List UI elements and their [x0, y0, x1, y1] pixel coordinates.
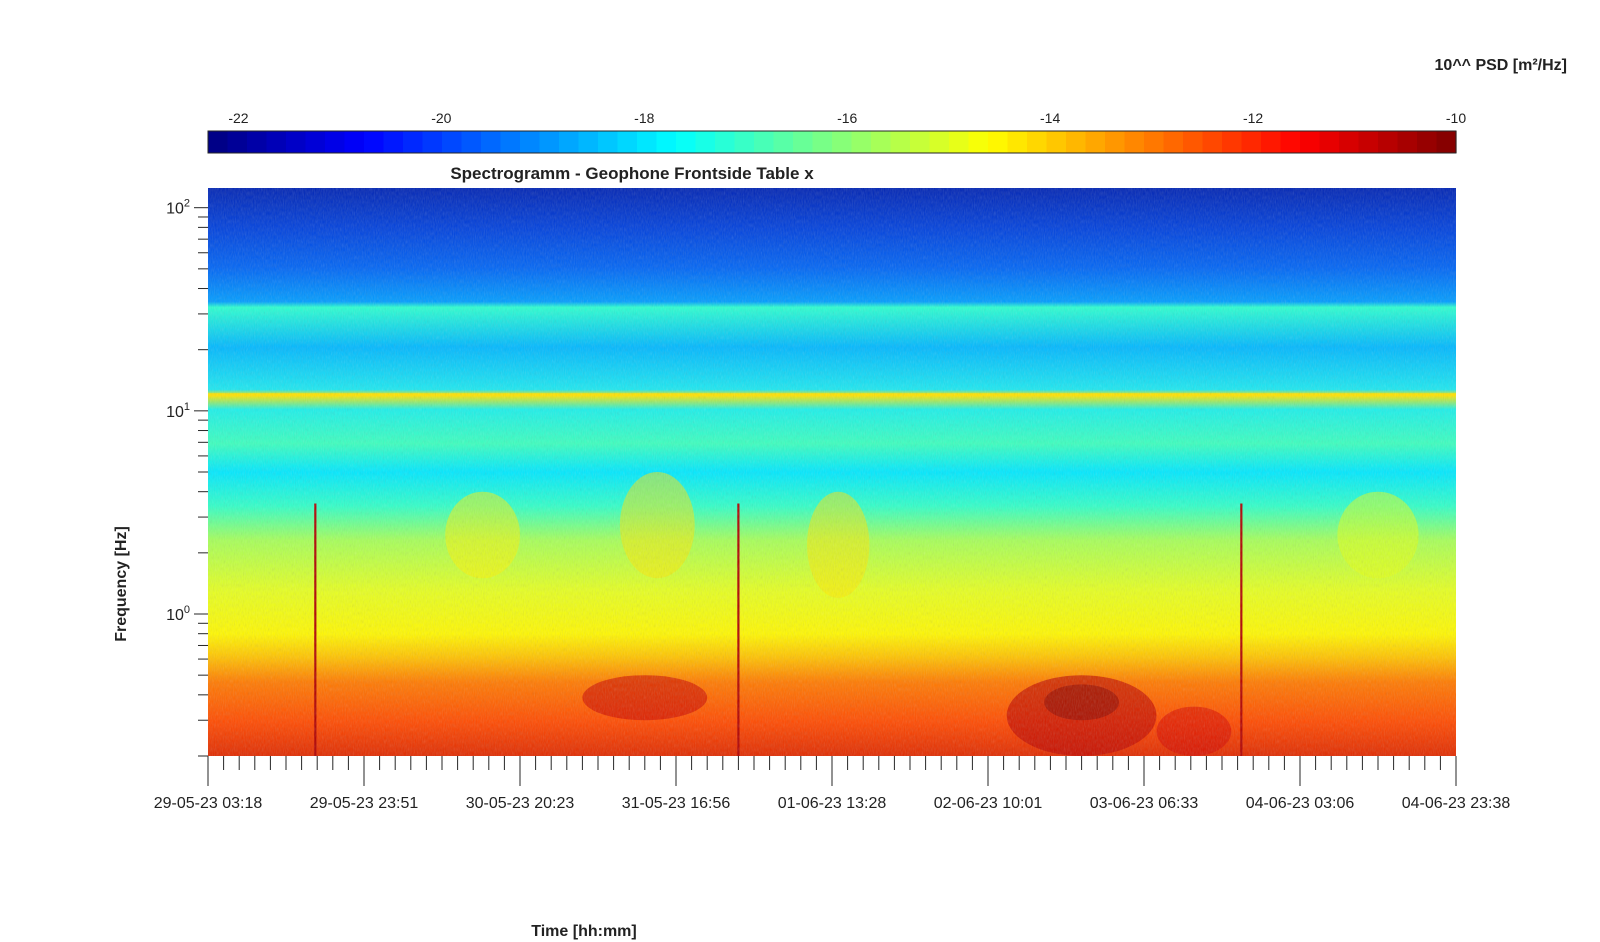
colorbar-tick-label: -14: [1040, 110, 1060, 126]
colorbar-swatch: [968, 131, 989, 153]
spectrogram-noise: [208, 188, 1456, 756]
x-tick-label: 04-06-23 03:06: [1246, 795, 1355, 812]
colorbar-swatch: [1241, 131, 1262, 153]
x-tick-label: 29-05-23 03:18: [154, 795, 263, 812]
colorbar-swatch: [1202, 131, 1223, 153]
colorbar-swatch: [1397, 131, 1418, 153]
colorbar-swatch: [988, 131, 1009, 153]
colorbar-swatch: [208, 131, 229, 153]
colorbar-swatch: [1358, 131, 1379, 153]
colorbar-swatch: [520, 131, 541, 153]
colorbar-swatch: [422, 131, 443, 153]
colorbar-swatch: [578, 131, 599, 153]
spectrogram-plot-area: [208, 188, 1456, 756]
colorbar-swatch: [1183, 131, 1204, 153]
colorbar-swatch: [286, 131, 307, 153]
colorbar-tick-label: -20: [431, 110, 451, 126]
colorbar-swatch: [442, 131, 463, 153]
colorbar-swatch: [1105, 131, 1126, 153]
colorbar-swatch: [266, 131, 287, 153]
colorbar-swatch: [305, 131, 326, 153]
colorbar-swatch: [773, 131, 794, 153]
colorbar-ticks: -22 -20 -18 -16 -14 -12 -10: [228, 110, 1466, 138]
colorbar-tick-label: -18: [634, 110, 654, 126]
colorbar-swatch: [1007, 131, 1028, 153]
colorbar-swatch: [1066, 131, 1087, 153]
colorbar-swatch: [793, 131, 814, 153]
x-tick-label: 01-06-23 13:28: [778, 795, 887, 812]
colorbar-swatch: [1339, 131, 1360, 153]
colorbar-tick-label: -10: [1446, 110, 1466, 126]
x-tick-label: 04-06-23 23:38: [1402, 795, 1511, 812]
x-tick-label: 02-06-23 10:01: [934, 795, 1043, 812]
y-tick-label: 102: [166, 198, 190, 218]
colorbar-swatch: [344, 131, 365, 153]
colorbar-swatch: [617, 131, 638, 153]
x-tick-label: 03-06-23 06:33: [1090, 795, 1199, 812]
colorbar-swatch: [1027, 131, 1048, 153]
colorbar-swatch: [949, 131, 970, 153]
colorbar-swatch: [1378, 131, 1399, 153]
colorbar-swatch: [1261, 131, 1282, 153]
colorbar-swatch: [715, 131, 736, 153]
colorbar-swatch: [734, 131, 755, 153]
x-axis-label: Time [hh:mm]: [531, 923, 636, 940]
colorbar-swatch: [364, 131, 385, 153]
x-axis: 29-05-23 03:18 29-05-23 23:51 30-05-23 20:…: [154, 756, 1511, 812]
colorbar-swatch: [832, 131, 853, 153]
x-tick-label: 30-05-23 20:23: [466, 795, 575, 812]
colorbar-swatch: [539, 131, 560, 153]
colorbar-swatch: [1417, 131, 1438, 153]
colorbar-swatch: [403, 131, 424, 153]
colorbar-swatch: [754, 131, 775, 153]
colorbar-swatch: [247, 131, 268, 153]
chart-title: Spectrogramm - Geophone Frontside Table …: [450, 164, 814, 183]
colorbar-swatch: [1280, 131, 1301, 153]
colorbar-swatch: [1436, 131, 1457, 153]
colorbar-swatch: [383, 131, 404, 153]
colorbar-swatch: [559, 131, 580, 153]
x-tick-label: 31-05-23 16:56: [622, 795, 731, 812]
colorbar-swatch: [481, 131, 502, 153]
colorbar-swatch: [890, 131, 911, 153]
colorbar-swatch: [1144, 131, 1165, 153]
colorbar-swatch: [851, 131, 872, 153]
colorbar-tick-label: -22: [228, 110, 248, 126]
colorbar-frame: [207, 130, 1457, 154]
colorbar-swatch: [1300, 131, 1321, 153]
colorbar-swatch: [325, 131, 346, 153]
colorbar-swatch: [1222, 131, 1243, 153]
colorbar-swatch: [227, 131, 248, 153]
colorbar-swatch: [929, 131, 950, 153]
colorbar-tick-label: -12: [1243, 110, 1263, 126]
colorbar-swatch: [461, 131, 482, 153]
colorbar-swatch: [500, 131, 521, 153]
colorbar-swatch: [812, 131, 833, 153]
colorbar-swatch: [656, 131, 677, 153]
colorbar-swatch: [598, 131, 619, 153]
colorbar-swatch: [871, 131, 892, 153]
colorbar: [208, 131, 1457, 153]
colorbar-swatch: [676, 131, 697, 153]
x-tick-label: 29-05-23 23:51: [310, 795, 419, 812]
colorbar-swatch: [1319, 131, 1340, 153]
colorbar-label: 10^^ PSD [m²/Hz]: [1435, 57, 1567, 74]
colorbar-swatch: [910, 131, 931, 153]
colorbar-swatch: [695, 131, 716, 153]
colorbar-swatch: [1163, 131, 1184, 153]
colorbar-tick-label: -16: [837, 110, 857, 126]
y-tick-label: 100: [166, 604, 190, 624]
colorbar-swatch: [637, 131, 658, 153]
y-axis: 100 101 102: [166, 198, 208, 757]
colorbar-swatch: [1085, 131, 1106, 153]
colorbar-swatch: [1046, 131, 1067, 153]
y-axis-label: Frequency [Hz]: [113, 526, 130, 642]
y-tick-label: 101: [166, 401, 190, 421]
colorbar-swatch: [1124, 131, 1145, 153]
